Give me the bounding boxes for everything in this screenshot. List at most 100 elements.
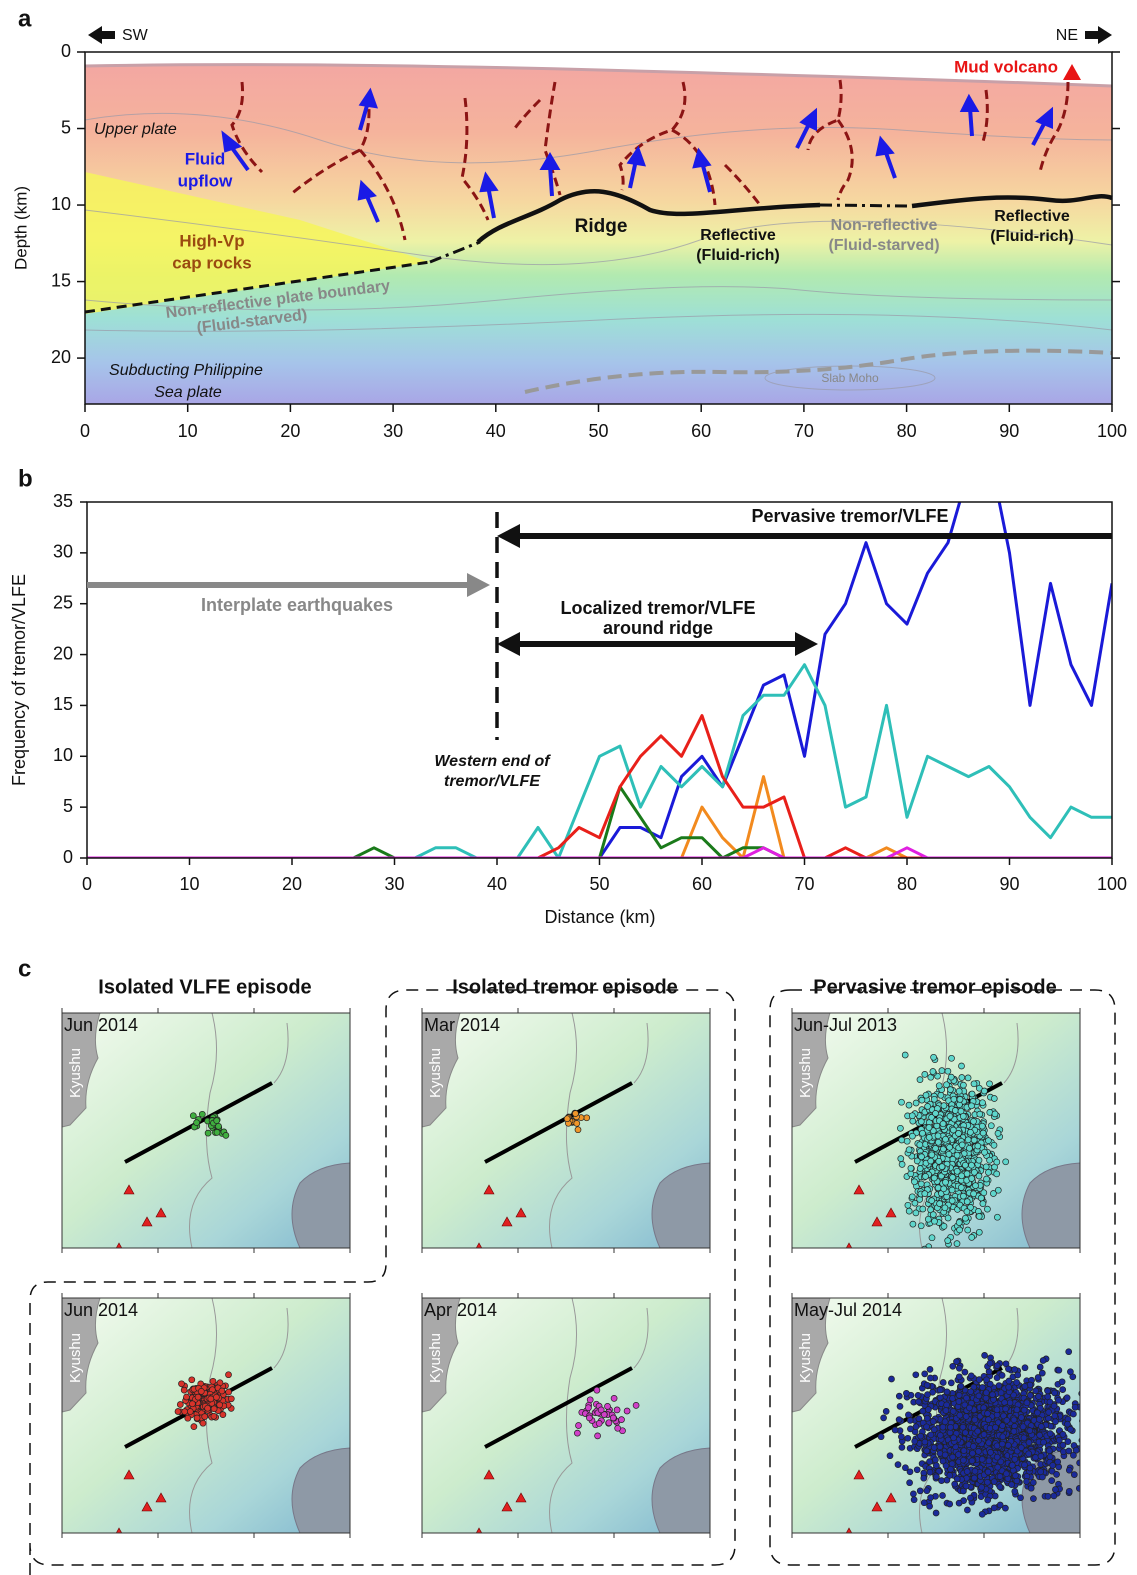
event-dot xyxy=(964,1395,970,1401)
event-dot xyxy=(931,1175,937,1181)
event-dot xyxy=(964,1507,970,1513)
event-dot xyxy=(1051,1403,1057,1409)
event-dot xyxy=(1014,1407,1020,1413)
event-dot xyxy=(1091,1407,1097,1413)
event-dot xyxy=(941,1103,947,1109)
event-dot xyxy=(912,1438,918,1444)
map-date: Apr 2014 xyxy=(424,1300,497,1320)
map-region: Kyushu xyxy=(797,1048,814,1098)
event-dot xyxy=(1000,1423,1006,1429)
annotation: Non-reflective xyxy=(831,217,938,234)
event-dot xyxy=(922,1371,928,1377)
event-dot xyxy=(985,1469,991,1475)
event-dot xyxy=(1047,1431,1053,1437)
arrowhead xyxy=(795,632,818,656)
event-dot xyxy=(956,1500,962,1506)
event-dot xyxy=(985,1169,991,1175)
event-dot xyxy=(918,1181,924,1187)
event-dot xyxy=(995,1130,1001,1136)
annotation: Reflective xyxy=(700,227,776,244)
event-dot xyxy=(214,1118,220,1124)
event-dot xyxy=(624,1408,630,1414)
event-dot xyxy=(985,1138,991,1144)
event-dot xyxy=(1053,1419,1059,1425)
map: Jun-Jul 2013Kyushu xyxy=(792,1008,1080,1253)
event-dot xyxy=(940,1121,946,1127)
y-tick-label: 20 xyxy=(53,643,73,663)
event-dot xyxy=(907,1426,913,1432)
event-dot xyxy=(945,1068,951,1074)
event-dot xyxy=(606,1420,612,1426)
event-dot xyxy=(988,1123,994,1129)
event-dot xyxy=(177,1402,183,1408)
event-dot xyxy=(980,1100,986,1106)
event-dot xyxy=(927,1366,933,1372)
event-dot xyxy=(1003,1471,1009,1477)
event-dot xyxy=(199,1111,205,1117)
event-dot xyxy=(999,1372,1005,1378)
annotation: upflow xyxy=(178,171,234,190)
event-dot xyxy=(977,1111,983,1117)
y-tick-label: 10 xyxy=(51,194,71,214)
event-dot xyxy=(905,1202,911,1208)
series-line xyxy=(87,787,1112,858)
y-tick-label: 0 xyxy=(61,41,71,61)
event-dot xyxy=(923,1173,929,1179)
event-dot xyxy=(907,1417,913,1423)
event-dot xyxy=(947,1087,953,1093)
annotation: Subducting Philippine xyxy=(109,362,263,379)
event-dot xyxy=(1011,1417,1017,1423)
event-dot xyxy=(586,1415,592,1421)
annotation: Localized tremor/VLFE xyxy=(560,598,755,618)
event-dot xyxy=(918,1433,924,1439)
event-dot xyxy=(944,1389,950,1395)
event-dot xyxy=(994,1171,1000,1177)
event-dot xyxy=(960,1424,966,1430)
event-dot xyxy=(917,1142,923,1148)
event-dot xyxy=(922,1071,928,1077)
event-dot xyxy=(986,1440,992,1446)
event-dot xyxy=(927,1469,933,1475)
map-body xyxy=(422,1013,710,1252)
event-dot xyxy=(1024,1400,1030,1406)
annotation: Western end of xyxy=(434,753,551,770)
event-dot xyxy=(1015,1372,1021,1378)
group-title: Isolated tremor episode xyxy=(452,976,678,998)
event-dot xyxy=(935,1133,941,1139)
event-dot xyxy=(929,1198,935,1204)
event-dot xyxy=(924,1415,930,1421)
event-dot xyxy=(927,1503,933,1509)
event-dot xyxy=(1003,1159,1009,1165)
event-dot xyxy=(211,1413,217,1419)
event-dot xyxy=(962,1369,968,1375)
event-dot xyxy=(573,1111,579,1117)
event-dot xyxy=(927,1375,933,1381)
event-dot xyxy=(937,1444,943,1450)
event-dot xyxy=(962,1430,968,1436)
y-tick-label: 20 xyxy=(51,347,71,367)
event-dot xyxy=(940,1493,946,1499)
x-tick-label: 30 xyxy=(384,874,404,894)
event-dot xyxy=(952,1108,958,1114)
event-dot xyxy=(943,1179,949,1185)
event-dot xyxy=(947,1501,953,1507)
series-line xyxy=(87,716,1112,858)
event-dot xyxy=(992,1424,998,1430)
event-dot xyxy=(605,1403,611,1409)
event-dot xyxy=(957,1096,963,1102)
event-dot xyxy=(962,1162,968,1168)
event-dot xyxy=(976,1173,982,1179)
event-dot xyxy=(956,1374,962,1380)
event-dot xyxy=(969,1103,975,1109)
event-dot xyxy=(971,1118,977,1124)
x-tick-label: 100 xyxy=(1097,874,1127,894)
event-dot xyxy=(1005,1366,1011,1372)
event-dot xyxy=(935,1185,941,1191)
map-body xyxy=(422,1298,710,1537)
event-dot xyxy=(984,1377,990,1383)
event-dot xyxy=(979,1456,985,1462)
event-dot xyxy=(968,1389,974,1395)
event-dot xyxy=(948,1424,954,1430)
event-dot xyxy=(213,1394,219,1400)
event-dot xyxy=(899,1444,905,1450)
